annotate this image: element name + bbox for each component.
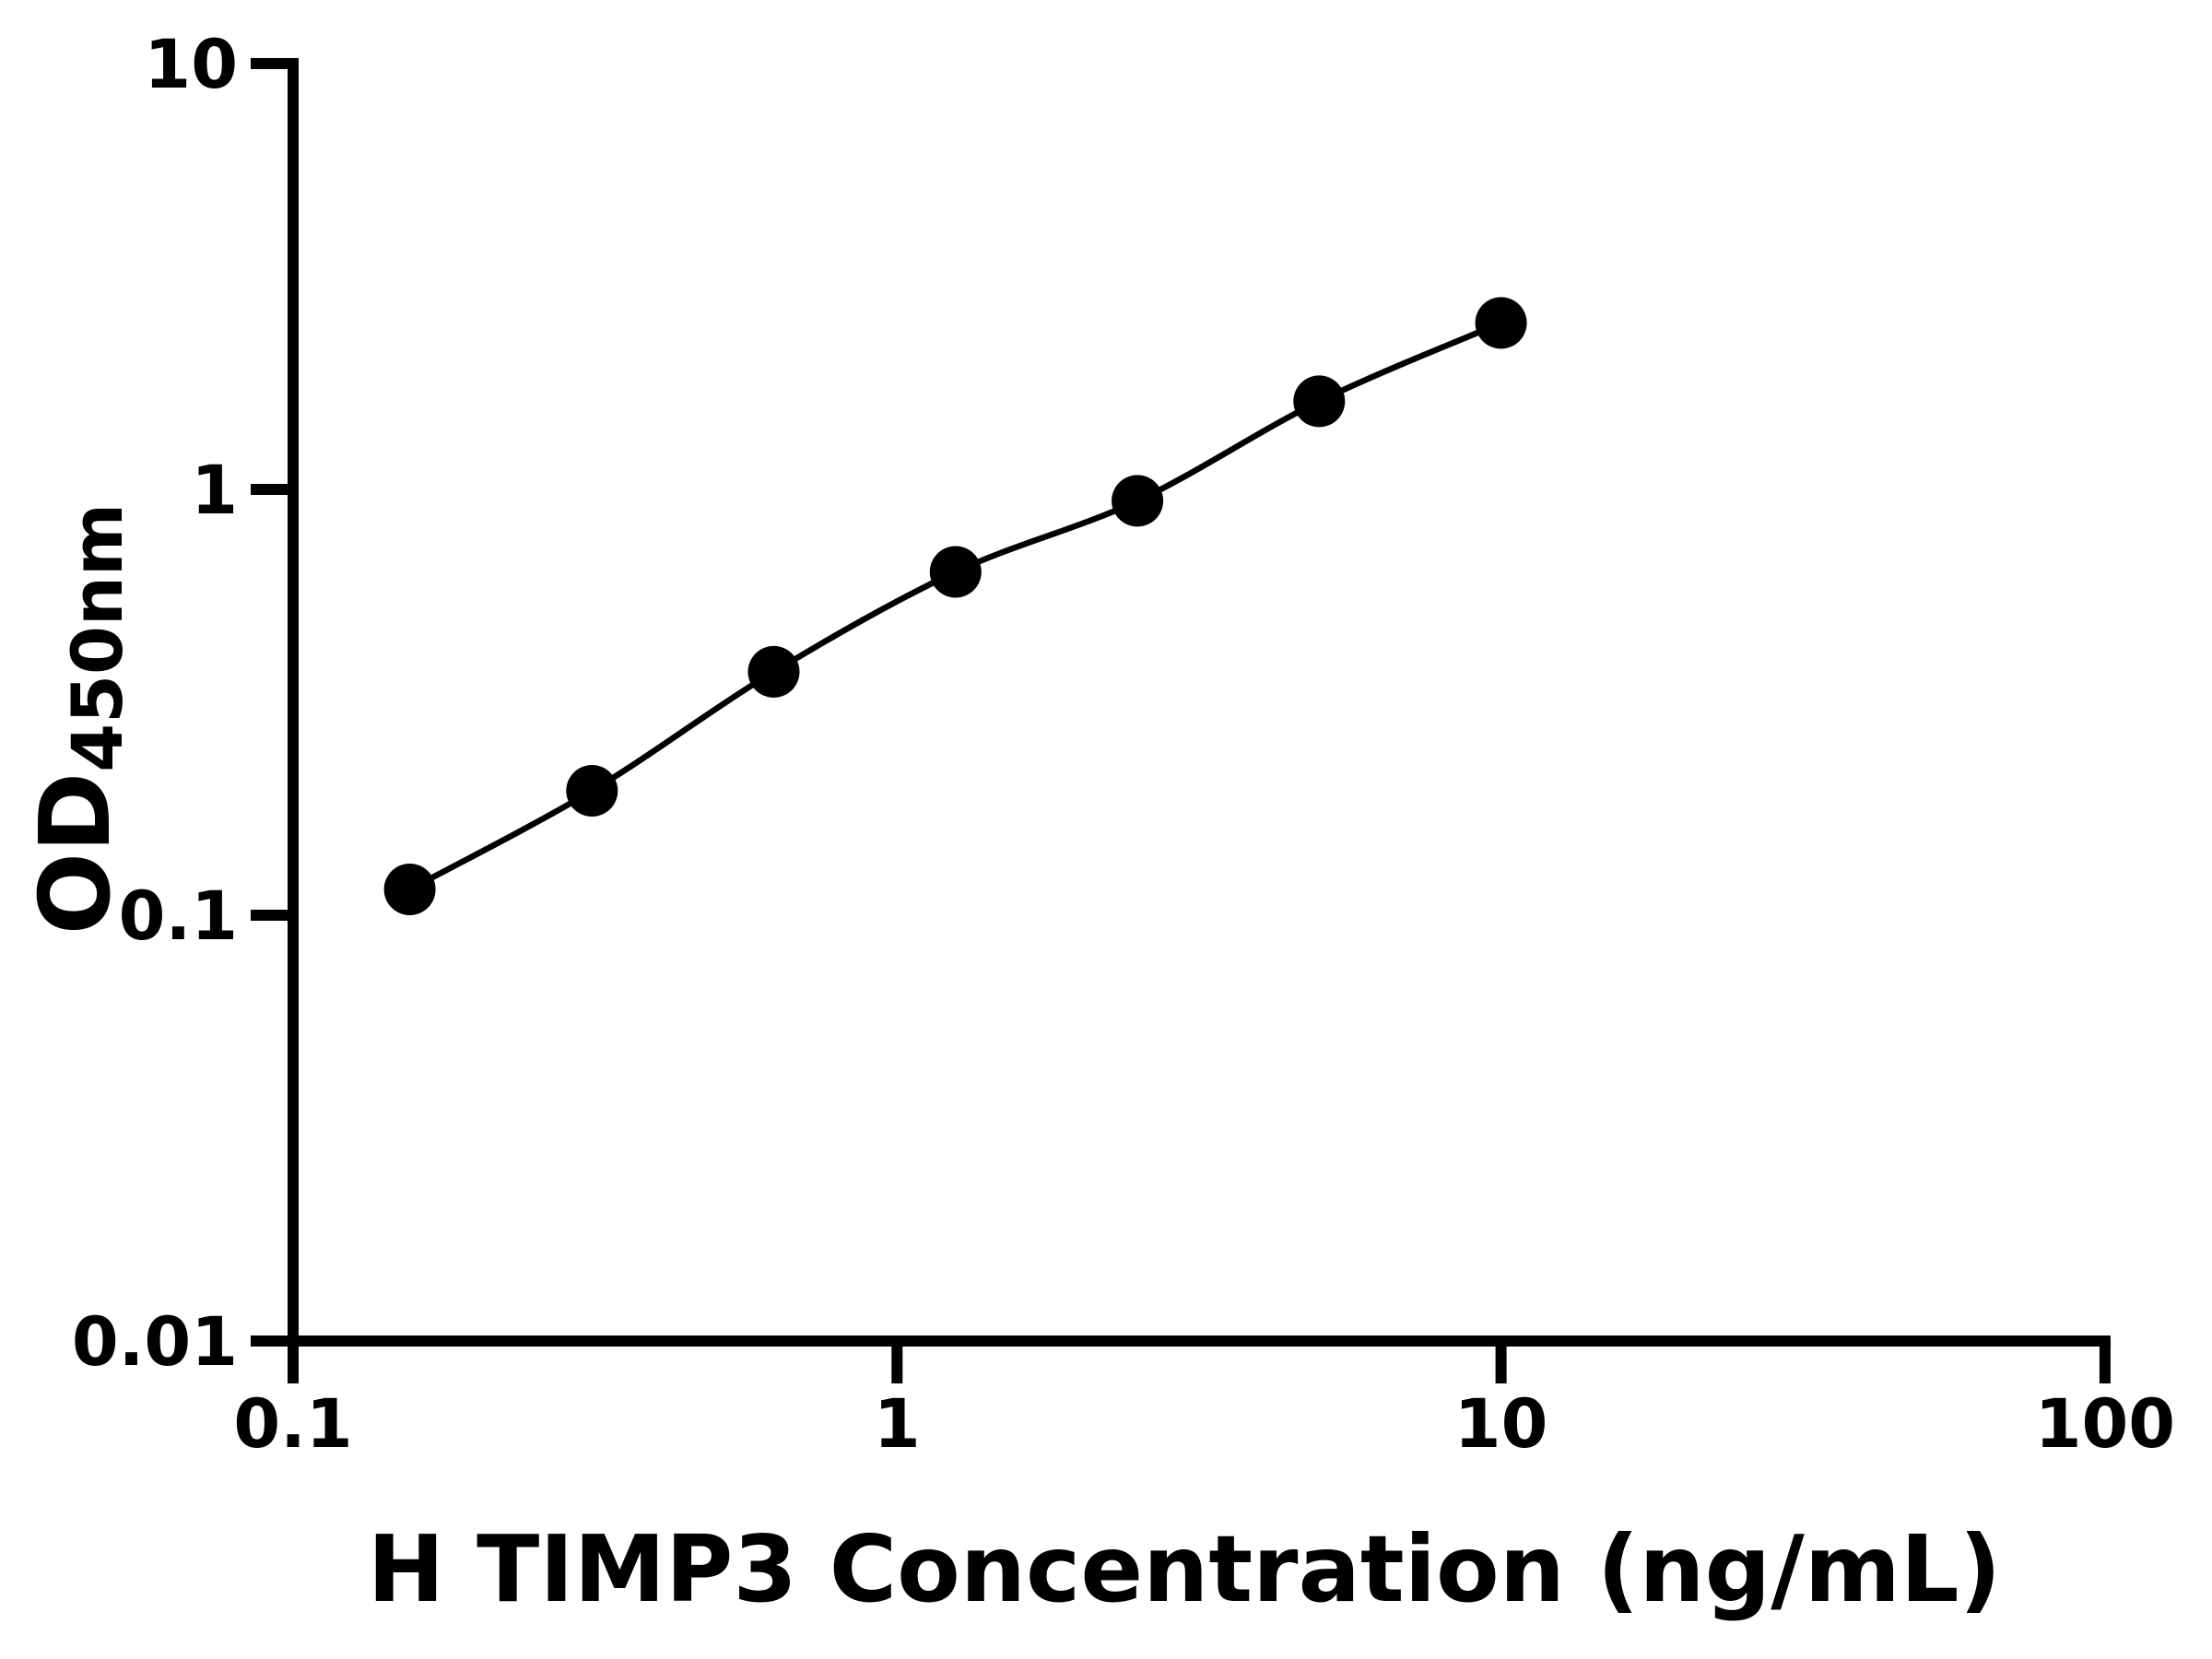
- y-tick-label: 0.1: [119, 877, 238, 956]
- data-point: [566, 765, 618, 817]
- plot-series: [383, 297, 1527, 915]
- x-tick-label: 1: [874, 1385, 921, 1464]
- data-point: [747, 645, 800, 698]
- ticks: [251, 58, 2111, 1383]
- y-axis-title: OD450nm: [19, 503, 138, 935]
- y-axis-title-sub: 450nm: [56, 503, 138, 772]
- y-tick-label: 1: [191, 452, 238, 530]
- axes: [288, 58, 2111, 1347]
- x-tick-label: 0.1: [233, 1385, 352, 1464]
- data-point: [1112, 475, 1164, 527]
- y-tick-label: 0.01: [72, 1303, 238, 1382]
- x-tick-label: 100: [2035, 1385, 2175, 1464]
- x-axis-title: H TIMP3 Concentration (ng/mL): [368, 1515, 2002, 1623]
- x-tick-label: 10: [1454, 1385, 1548, 1464]
- data-point: [1475, 297, 1527, 349]
- y-axis-title-main: OD: [19, 772, 132, 935]
- data-point: [929, 546, 982, 598]
- data-point: [1293, 375, 1346, 428]
- y-tick-label: 10: [144, 26, 238, 104]
- data-point: [383, 864, 436, 915]
